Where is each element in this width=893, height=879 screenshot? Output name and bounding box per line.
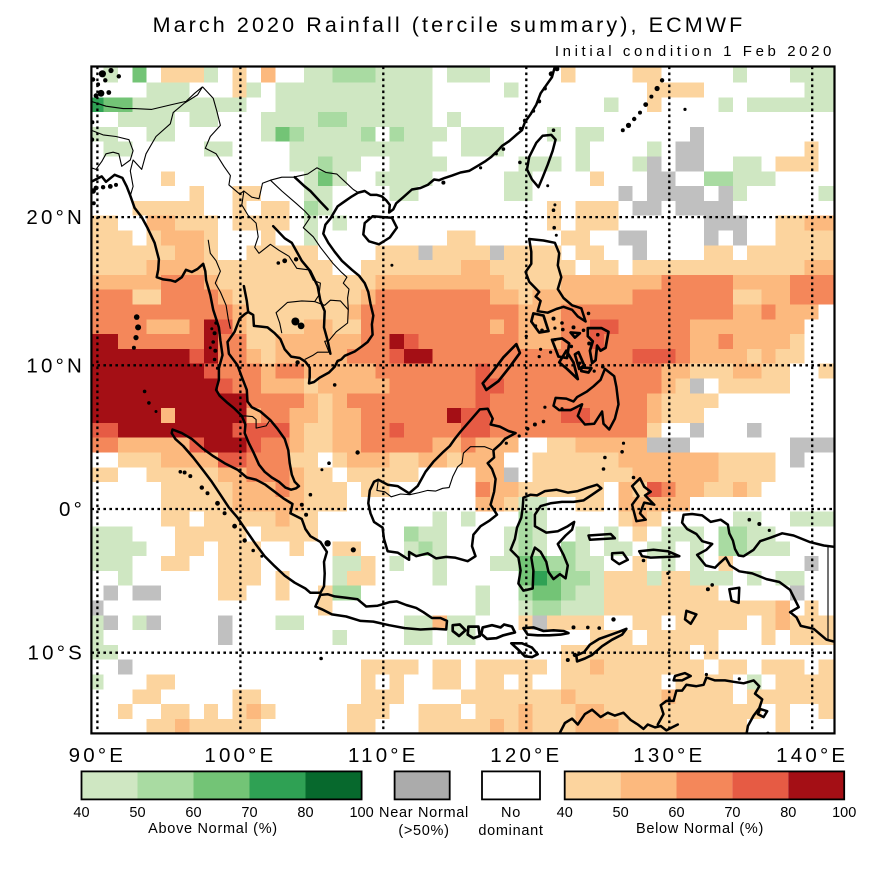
svg-text:60: 60 [668,805,684,821]
svg-text:60: 60 [185,805,201,821]
svg-text:50: 50 [613,805,629,821]
svg-text:10°S: 10°S [28,642,85,665]
svg-text:110°E: 110°E [348,744,419,767]
svg-text:100: 100 [349,805,373,821]
svg-text:Below Normal (%): Below Normal (%) [636,821,764,837]
svg-text:120°E: 120°E [490,744,562,767]
svg-text:70: 70 [724,805,740,821]
svg-text:90°E: 90°E [69,744,126,767]
svg-text:130°E: 130°E [633,744,705,767]
svg-text:20°N: 20°N [26,206,85,229]
svg-text:0°: 0° [59,498,85,521]
svg-text:(>50%): (>50%) [398,823,449,839]
svg-text:80: 80 [297,805,313,821]
svg-text:70: 70 [241,805,257,821]
svg-text:10°N: 10°N [26,354,85,377]
svg-text:No: No [501,805,521,821]
svg-text:50: 50 [129,805,145,821]
svg-text:Initial condition 1 Feb 2020: Initial condition 1 Feb 2020 [555,43,835,60]
svg-text:March 2020 Rainfall (tercile s: March 2020 Rainfall (tercile summary), E… [153,13,746,37]
svg-text:Above Normal (%): Above Normal (%) [148,821,278,837]
svg-text:140°E: 140°E [776,744,848,767]
svg-text:dominant: dominant [478,823,543,839]
svg-text:100: 100 [832,805,856,821]
svg-text:40: 40 [557,805,573,821]
svg-text:Near Normal: Near Normal [379,805,469,821]
svg-text:100°E: 100°E [204,744,276,767]
svg-text:80: 80 [780,805,796,821]
svg-text:40: 40 [73,805,89,821]
